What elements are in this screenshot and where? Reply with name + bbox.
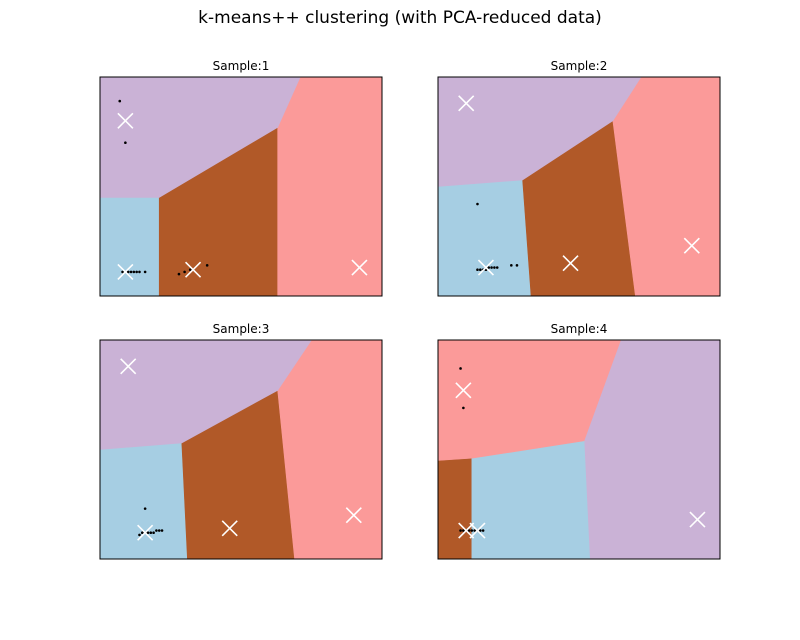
centroid-marker [458,522,475,539]
centroid-marker [477,259,495,276]
data-point [177,272,181,276]
data-point [205,264,209,267]
data-point [479,268,482,272]
subplot-3: Sample:3 [99,322,383,560]
centroid-marker [455,382,472,399]
axes-frame [99,76,383,297]
data-point [132,270,136,274]
decision-regions [100,340,382,559]
subplot-4: Sample:4 [437,322,721,560]
data-point [129,270,133,274]
subplot-title: Sample:2 [551,59,608,73]
region-lavender [100,340,312,450]
region-pink [277,340,382,559]
subplot-title: Sample:4 [551,322,608,336]
region-pink [277,77,382,296]
centroid-marker [351,259,368,276]
data-point [467,529,471,532]
data-point [188,268,192,272]
region-lavender [584,340,720,559]
centroid-marker [562,255,579,272]
region-lavender [100,77,301,198]
data-point [124,141,127,144]
decision-regions [438,340,720,559]
centroid-marker [117,112,134,129]
data-point [118,99,122,103]
region-light-blue [100,197,160,296]
centroid-marker [689,511,706,528]
data-point [473,529,476,532]
data-point [160,529,164,532]
data-point [143,507,147,510]
data-point [476,268,479,272]
subplot-title: Sample:1 [213,59,270,73]
data-point [157,529,161,532]
data-point [495,266,499,269]
data-point [152,531,155,535]
axes-frame [99,339,383,560]
data-point [135,270,138,274]
data-point [470,529,474,532]
data-point [126,270,130,274]
centroid-marker [117,263,134,280]
data-point [138,270,141,274]
region-pink [438,340,622,461]
centroid-marker [120,358,137,375]
data-point [515,264,519,267]
region-light-blue [100,442,188,559]
region-light-blue [438,179,532,296]
axes-frame [437,339,721,560]
centroid-marker [345,507,362,524]
data-point [141,531,144,535]
data-point [459,529,462,532]
data-point [481,529,485,532]
decision-regions [438,77,720,296]
axes-frame [437,76,721,297]
centroid-marker [469,522,486,539]
data-point [510,264,513,267]
data-point [143,270,147,274]
data-point [493,266,496,269]
data-point [183,270,186,274]
data-point [138,533,141,537]
centroid-marker [458,95,475,112]
data-point [459,367,462,370]
region-lavender [438,77,642,187]
figure-title: k-means++ clustering (with PCA-reduced d… [198,8,602,28]
data-point [149,531,153,535]
centroid-marker [221,520,238,537]
centroid-marker [137,524,154,541]
subplot-2: Sample:2 [437,59,721,297]
data-point [479,529,482,532]
subplot-1: Sample:1 [99,59,383,297]
data-point [146,531,150,535]
data-point [462,529,465,532]
data-point [490,266,493,269]
region-light-blue [471,440,591,559]
data-point [476,202,479,206]
centroid-marker [184,261,202,278]
data-point [462,406,465,410]
decision-regions [100,77,382,296]
subplot-title: Sample:3 [213,322,270,336]
data-point [121,270,124,274]
centroid-marker [683,237,700,254]
region-brown [438,457,473,559]
data-point [487,266,491,269]
data-point [155,529,158,532]
